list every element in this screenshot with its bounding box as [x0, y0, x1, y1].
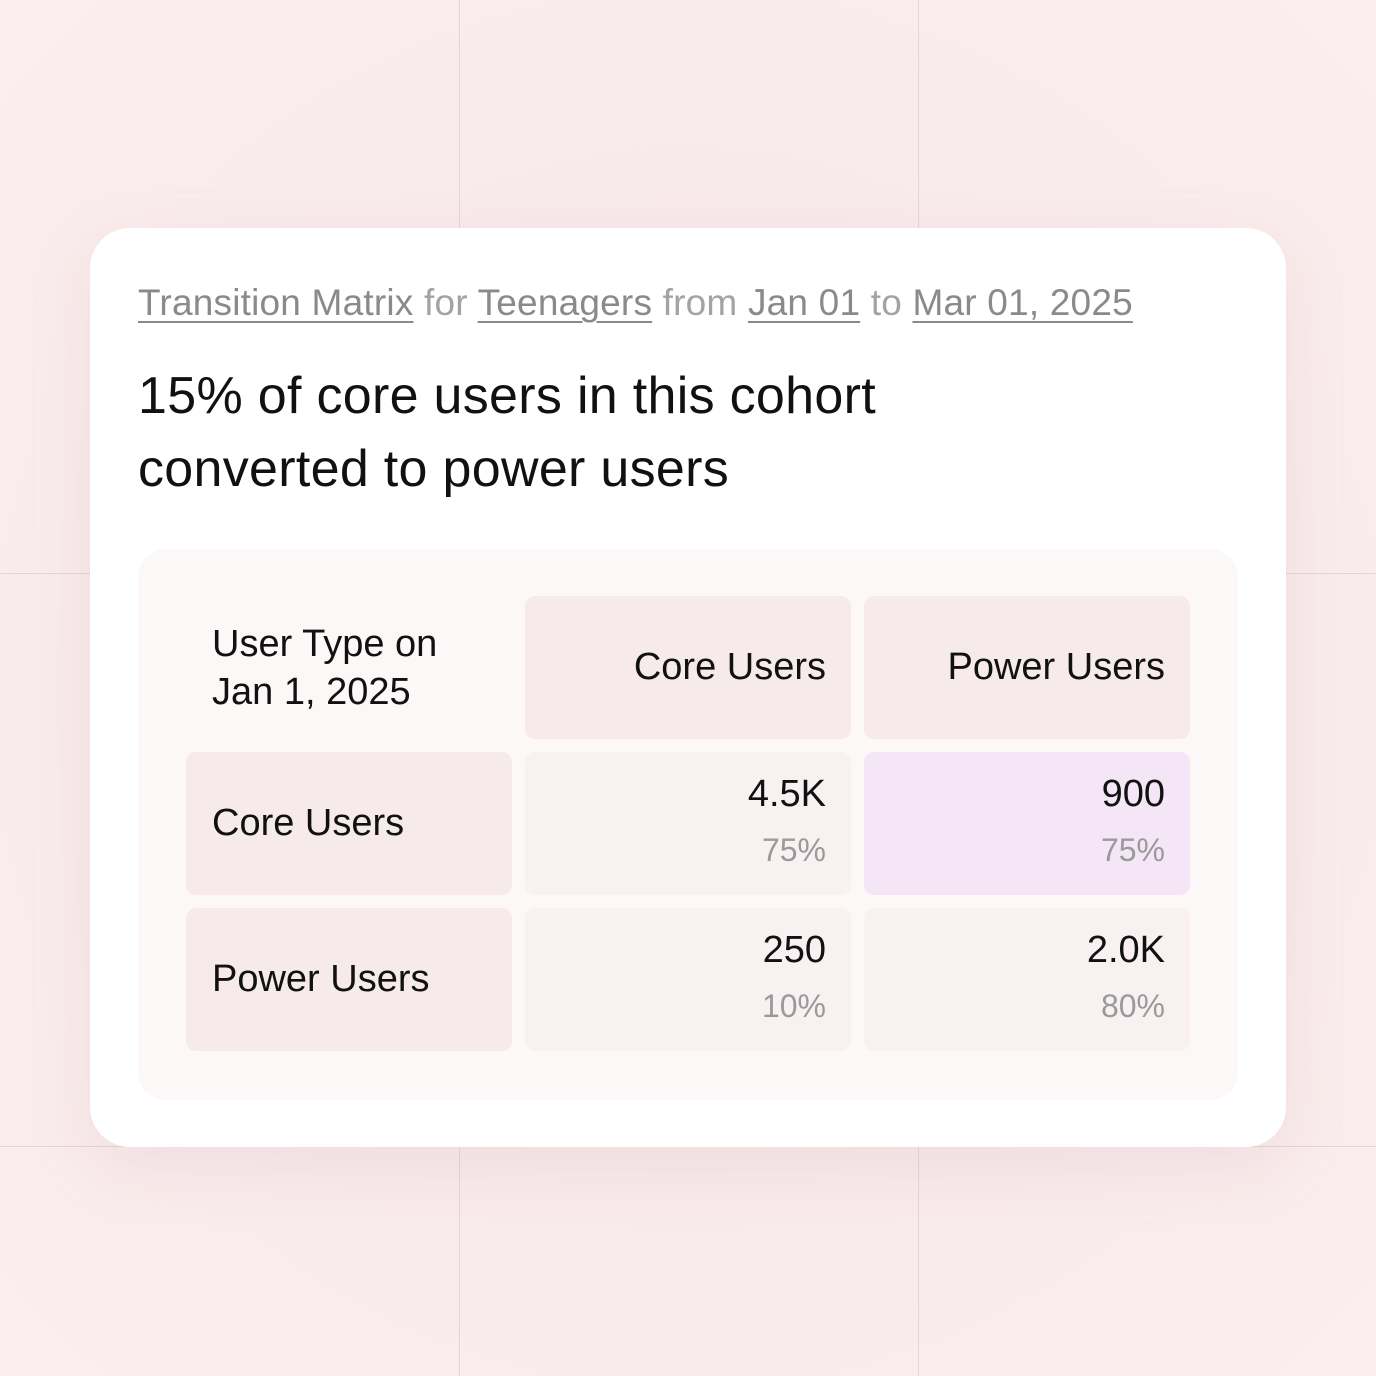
end-date-link[interactable]: Mar 01, 2025	[912, 282, 1133, 323]
cell-value: 900	[1101, 773, 1165, 815]
cell-percent: 75%	[1100, 832, 1165, 868]
start-date-link[interactable]: Jan 01	[747, 282, 861, 323]
headline-line-1: 15% of core users in this cohort	[138, 367, 876, 425]
corner-label-line-2: Jan 1, 2025	[212, 671, 411, 713]
cell-value: 4.5K	[747, 773, 826, 815]
matrix-cell-power-to-power[interactable]: 2.0K 80%	[864, 908, 1190, 1051]
cell-value: 2.0K	[1086, 929, 1165, 971]
subtitle-to-text: to	[870, 282, 902, 323]
headline-line-2: converted to power users	[138, 440, 730, 498]
matrix-cell-core-to-core[interactable]: 4.5K 75%	[525, 752, 851, 895]
transition-matrix-card: Transition Matrix for Teenagers from Jan…	[90, 228, 1286, 1147]
matrix-cell-power-to-core[interactable]: 250 10%	[525, 908, 851, 1051]
transition-matrix-table: User Type on Jan 1, 2025 Core Users Powe…	[138, 549, 1238, 1100]
cell-percent: 10%	[761, 988, 826, 1024]
matrix-corner-label: User Type on Jan 1, 2025	[186, 596, 512, 739]
subtitle-from-text: from	[662, 282, 738, 323]
matrix-cell-core-to-power[interactable]: 900 75%	[864, 752, 1190, 895]
cell-percent: 80%	[1100, 988, 1165, 1024]
card-subtitle: Transition Matrix for Teenagers from Jan…	[138, 282, 1133, 324]
subtitle-for-text: for	[423, 282, 468, 323]
card-headline: 15% of core users in this cohort convert…	[138, 360, 1038, 506]
row-header-core-users: Core Users	[186, 752, 512, 895]
cell-percent: 75%	[761, 832, 826, 868]
corner-label-line-1: User Type on	[212, 623, 438, 665]
cohort-link[interactable]: Teenagers	[477, 282, 653, 323]
matrix-type-link[interactable]: Transition Matrix	[138, 282, 414, 323]
cell-value: 250	[762, 929, 826, 971]
column-header-power-users: Power Users	[864, 596, 1190, 739]
row-header-power-users: Power Users	[186, 908, 512, 1051]
column-header-core-users: Core Users	[525, 596, 851, 739]
